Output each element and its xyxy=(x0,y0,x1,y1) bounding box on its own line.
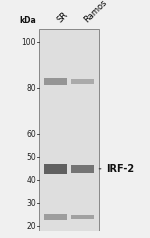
Text: 30: 30 xyxy=(26,199,36,208)
Bar xyxy=(44,164,67,174)
Bar xyxy=(44,78,67,85)
Bar xyxy=(71,215,94,219)
Text: SR: SR xyxy=(56,10,70,24)
Bar xyxy=(71,165,94,173)
Text: 20: 20 xyxy=(26,222,36,231)
Text: IRF-2: IRF-2 xyxy=(99,164,135,174)
Text: 60: 60 xyxy=(26,130,36,139)
Text: 40: 40 xyxy=(26,176,36,185)
Text: 100: 100 xyxy=(21,38,36,47)
Text: Ramos: Ramos xyxy=(82,0,109,24)
Text: 50: 50 xyxy=(26,153,36,162)
Text: 80: 80 xyxy=(26,84,36,93)
Text: kDa: kDa xyxy=(19,16,36,25)
Bar xyxy=(71,79,94,84)
Bar xyxy=(44,214,67,220)
Bar xyxy=(39,29,99,231)
